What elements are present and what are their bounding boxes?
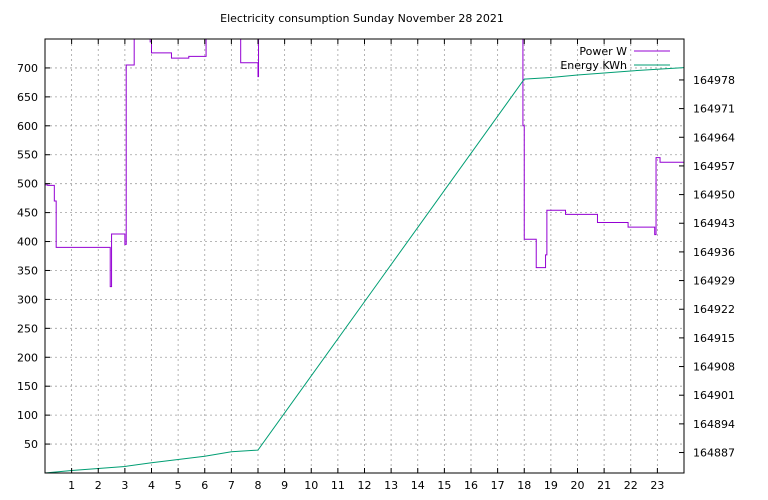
y2-tick-label: 164887 <box>693 447 735 460</box>
x-tick-label: 15 <box>437 479 451 492</box>
y-tick-label: 550 <box>17 149 38 162</box>
y-tick-label: 650 <box>17 91 38 104</box>
y2-tick-label: 164943 <box>693 217 735 230</box>
x-tick-label: 2 <box>95 479 102 492</box>
series-layer <box>45 39 684 473</box>
y2-tick-label: 164950 <box>693 189 735 202</box>
chart-title: Electricity consumption Sunday November … <box>220 12 504 25</box>
y-tick-label: 150 <box>17 380 38 393</box>
y-tick-label: 250 <box>17 322 38 335</box>
y-tick-label: 100 <box>17 409 38 422</box>
legend-label-power-w: Power W <box>579 45 627 58</box>
y-tick-label: 300 <box>17 293 38 306</box>
grid <box>45 39 684 473</box>
y2-tick-label: 164908 <box>693 361 735 374</box>
x-tick-label: 6 <box>201 479 208 492</box>
y2-tick-label: 164978 <box>693 74 735 87</box>
x-tick-label: 4 <box>148 479 155 492</box>
x-tick-label: 19 <box>544 479 558 492</box>
y2-tick-label: 164901 <box>693 389 735 402</box>
x-tick-label: 3 <box>121 479 128 492</box>
y2-tick-label: 164922 <box>693 303 735 316</box>
x-tick-label: 7 <box>228 479 235 492</box>
y2-tick-label: 164915 <box>693 332 735 345</box>
y-tick-label: 50 <box>24 438 38 451</box>
y2-tick-label: 164894 <box>693 418 735 431</box>
x-tick-label: 5 <box>175 479 182 492</box>
x-tick-label: 11 <box>331 479 345 492</box>
x-tick-label: 21 <box>597 479 611 492</box>
x-tick-label: 17 <box>491 479 505 492</box>
y-tick-label: 700 <box>17 62 38 75</box>
x-tick-label: 16 <box>464 479 478 492</box>
y-tick-label: 450 <box>17 207 38 220</box>
x-tick-label: 23 <box>650 479 664 492</box>
series-line-power-w <box>45 39 684 288</box>
x-tick-label: 9 <box>281 479 288 492</box>
x-tick-label: 10 <box>304 479 318 492</box>
y2-tick-label: 164929 <box>693 275 735 288</box>
x-tick-label: 22 <box>624 479 638 492</box>
x-tick-label: 8 <box>255 479 262 492</box>
series-line-energy-kwh <box>45 67 684 473</box>
y-tick-label: 600 <box>17 120 38 133</box>
legend-label-energy-kwh: Energy KWh <box>560 59 627 72</box>
axes: 1 2 3 4 5 6 7 8 9 10 11 12 13 14 15 16 17 18 19 20 21 22 23501… <box>17 38 735 492</box>
y2-tick-label: 164936 <box>693 246 735 259</box>
y-tick-label: 500 <box>17 178 38 191</box>
y2-tick-label: 164971 <box>693 103 735 116</box>
y-tick-label: 400 <box>17 236 38 249</box>
y2-tick-label: 164957 <box>693 160 735 173</box>
x-tick-label: 12 <box>358 479 372 492</box>
x-tick-label: 20 <box>571 479 585 492</box>
x-tick-label: 14 <box>411 479 425 492</box>
y2-tick-label: 164964 <box>693 131 735 144</box>
y-tick-label: 350 <box>17 264 38 277</box>
x-tick-label: 13 <box>384 479 398 492</box>
y-tick-label: 200 <box>17 351 38 364</box>
x-tick-label: 18 <box>517 479 531 492</box>
x-tick-label: 1 <box>68 479 75 492</box>
